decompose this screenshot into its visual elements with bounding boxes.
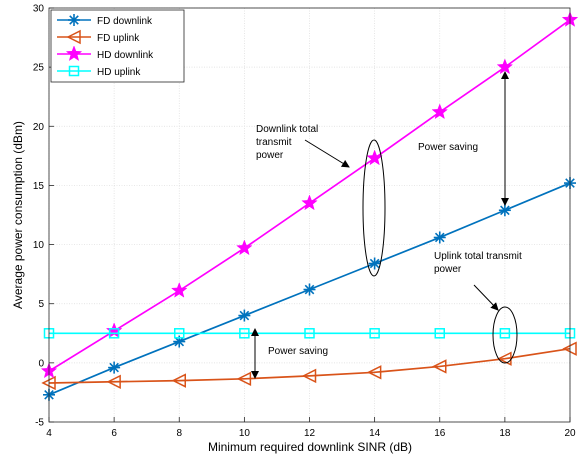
legend-item-hd-uplink: HD uplink	[57, 65, 141, 78]
x-tick-label: 20	[564, 428, 576, 439]
data-point-fd-downlink	[108, 361, 121, 374]
x-tick-label: 18	[499, 428, 511, 439]
series-line-fd-uplink	[48, 347, 571, 384]
data-point-hd-downlink	[236, 239, 253, 256]
legend-marker-hd-uplink	[68, 65, 80, 77]
annotation-power-saving-bottom: Power saving	[268, 346, 328, 357]
y-tick-label: 30	[33, 4, 45, 15]
series-hd-uplink	[43, 328, 576, 339]
data-point-fd-downlink	[498, 204, 511, 217]
annotation-uplink-total: Uplink total transmit power	[434, 251, 525, 275]
legend-symbol-fd-uplink	[66, 29, 81, 45]
legend-symbol-fd-downlink	[68, 14, 80, 26]
legend-box	[50, 9, 185, 83]
data-point-fd-downlink	[173, 335, 186, 348]
tick-labels: 4 6 8 10 12 14 16 18 20 -5 0 5 10 15 20 25 30	[33, 4, 576, 440]
data-point-hd-uplink	[499, 328, 511, 339]
legend-marker-fd-uplink	[66, 29, 81, 45]
data-point-fd-downlink	[238, 309, 251, 322]
data-point-fd-uplink	[432, 359, 447, 374]
annotations: Downlink total transmit power Power savi…	[251, 71, 525, 379]
data-point-hd-uplink	[369, 328, 380, 339]
x-tick-label: 14	[369, 428, 381, 439]
legend-marker-fd-downlink	[68, 14, 80, 26]
data-point-fd-uplink	[171, 373, 186, 388]
y-tick-label: 25	[33, 63, 45, 74]
data-point-fd-downlink	[303, 283, 316, 296]
legend-item-fd-downlink: FD downlink	[57, 14, 153, 27]
x-tick-label: 8	[176, 428, 182, 439]
uplink-ellipse	[492, 306, 518, 364]
legend-item-hd-downlink: HD downlink	[57, 45, 154, 62]
data-point-hd-uplink	[239, 328, 250, 339]
data-point-hd-uplink	[174, 328, 185, 339]
x-tick-label: 6	[111, 428, 117, 439]
uplink-arrow	[473, 284, 499, 311]
x-tick-label: 4	[46, 428, 52, 439]
downlink-ellipse	[362, 139, 386, 277]
y-tick-label: 5	[38, 299, 44, 310]
legend-label-hd-downlink: HD downlink	[97, 50, 154, 61]
data-point-fd-uplink	[106, 374, 121, 389]
data-point-hd-downlink	[301, 194, 318, 211]
data-point-hd-downlink	[105, 322, 123, 338]
data-point-hd-uplink	[108, 328, 120, 339]
y-tick-label: 10	[33, 240, 45, 251]
x-tick-label: 10	[239, 428, 251, 439]
legend-symbol-hd-uplink	[68, 65, 80, 77]
x-tick-label: 16	[434, 428, 446, 439]
x-tick-label: 12	[304, 428, 316, 439]
y-axis-label: Average power consumption (dBm)	[11, 121, 25, 309]
data-point-hd-downlink	[366, 149, 383, 166]
data-point-hd-uplink	[434, 328, 445, 339]
legend-label-fd-uplink: FD uplink	[97, 33, 140, 44]
y-tick-label: -5	[35, 418, 44, 429]
data-point-hd-downlink	[496, 58, 514, 75]
legend-label-hd-uplink: HD uplink	[97, 67, 141, 78]
legend-label-fd-downlink: FD downlink	[97, 16, 153, 27]
data-point-fd-downlink	[368, 257, 381, 270]
data-point-hd-downlink	[170, 281, 188, 298]
data-point-fd-uplink	[366, 365, 382, 380]
x-axis-label: Minimum required downlink SINR (dB)	[208, 440, 412, 454]
data-point-fd-uplink	[301, 368, 317, 384]
legend: FD downlink FD uplink HD downlink HD upl…	[50, 9, 185, 83]
y-tick-label: 0	[38, 358, 44, 369]
data-point-fd-downlink	[433, 231, 446, 244]
annotation-power-saving-top: Power saving	[418, 142, 478, 153]
legend-item-fd-uplink: FD uplink	[57, 29, 140, 45]
annotation-downlink-total: Downlink total transmit power	[256, 124, 321, 161]
y-tick-label: 20	[33, 122, 45, 133]
y-tick-label: 15	[33, 181, 45, 192]
data-point-fd-uplink	[236, 371, 252, 387]
legend-marker-hd-downlink	[65, 45, 83, 62]
data-point-hd-uplink	[304, 328, 315, 339]
downlink-arrow	[304, 139, 350, 168]
legend-symbol-hd-downlink	[65, 45, 83, 62]
data-point-hd-downlink	[431, 103, 449, 120]
